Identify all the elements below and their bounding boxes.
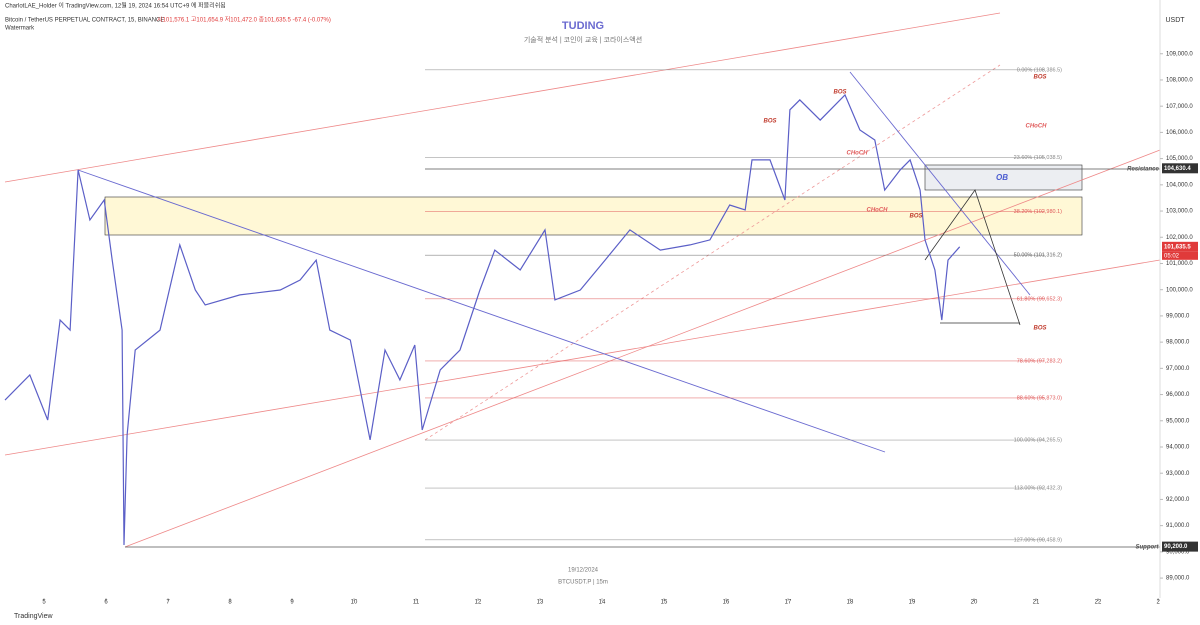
x-tick-label: 17 <box>785 600 792 606</box>
ticker: BTCUSDT.P | 15m <box>558 580 608 586</box>
x-tick-label: 11 <box>413 600 420 606</box>
price-tag <box>1162 241 1198 252</box>
annotation: CHoCH <box>867 208 889 214</box>
y-tick-label: 89,000.0 <box>1166 576 1190 582</box>
annotation: OB <box>996 173 1008 182</box>
fib-label: 100.00% (94,265.5) <box>1014 437 1062 443</box>
y-tick-label: 97,000.0 <box>1166 366 1190 372</box>
x-tick-label: 13 <box>537 600 544 606</box>
y-tick-label: 106,000.0 <box>1166 130 1193 136</box>
supply-zone <box>104 196 1083 236</box>
price-tag-label: 104,630.4 <box>1164 166 1191 172</box>
annotation: BOS <box>833 90 846 96</box>
trend-line <box>77 169 886 453</box>
fib-label: 78.60% (97,283.2) <box>1017 358 1062 364</box>
annotation: Support <box>1136 545 1160 551</box>
countdown-bg <box>1162 251 1198 260</box>
brand: TradingView <box>14 613 53 620</box>
x-tick-label: 5 <box>42 600 46 606</box>
x-tick-label: 7 <box>166 600 170 606</box>
x-tick-label: 21 <box>1033 600 1040 606</box>
fib-label: 61.80% (99,652.3) <box>1017 296 1062 302</box>
annotation: BOS <box>909 214 922 220</box>
y-tick-label: 107,000.0 <box>1166 104 1193 110</box>
currency: USDT <box>1165 17 1185 24</box>
x-tick-label: 10 <box>351 600 358 606</box>
fib-label: 38.20% (102,980.1) <box>1014 209 1062 215</box>
fib-label: 88.60% (95,873.0) <box>1017 395 1062 401</box>
annotation: CHoCH <box>847 151 869 157</box>
y-tick-label: 95,000.0 <box>1166 418 1190 424</box>
price-line <box>4 93 961 546</box>
y-tick-label: 96,000.0 <box>1166 392 1190 398</box>
x-tick-label: 15 <box>661 600 668 606</box>
x-tick-label: 22 <box>1095 600 1102 606</box>
fib-label: 23.60% (105,038.5) <box>1014 155 1062 161</box>
y-tick-label: 91,000.0 <box>1166 523 1190 529</box>
x-tick-label: 6 <box>104 600 108 606</box>
trend-line <box>849 71 1031 296</box>
annotation: Resistance <box>1127 167 1159 173</box>
annotation: BOS <box>1033 75 1046 81</box>
countdown: 05:02 <box>1164 253 1180 259</box>
x-tick-label: 12 <box>475 600 482 606</box>
y-tick-label: 98,000.0 <box>1166 340 1190 346</box>
projection-path <box>924 189 1021 326</box>
y-tick-label: 100,000.0 <box>1166 287 1193 293</box>
fib-label: 0.00% (108,386.5) <box>1017 67 1062 73</box>
header: CharlotLAE_Holder 이 TradingView.com, 12월… <box>5 2 226 10</box>
trend-line <box>4 12 1001 183</box>
annotation: CHoCH <box>1026 124 1048 130</box>
y-tick-label: 104,000.0 <box>1166 182 1193 188</box>
x-tick-label: 19 <box>909 600 916 606</box>
x-tick-label: 20 <box>971 600 978 606</box>
price-tag-label: 90,200.0 <box>1164 544 1188 550</box>
y-tick-label: 93,000.0 <box>1166 471 1190 477</box>
fib-label: 50.00% (101,316.2) <box>1014 253 1062 259</box>
y-tick-label: 94,000.0 <box>1166 445 1190 451</box>
x-tick-label: 16 <box>723 600 730 606</box>
y-tick-label: 109,000.0 <box>1166 51 1193 57</box>
trend-line <box>124 149 1161 548</box>
trend-line <box>4 259 1161 456</box>
ohlc: 시101,576.1 고101,654.9 저101,472.0 종101,63… <box>157 16 331 24</box>
watermark: Watermark <box>5 26 35 32</box>
annotation: BOS <box>1033 326 1046 332</box>
date: 19/12/2024 <box>568 568 599 574</box>
y-tick-label: 108,000.0 <box>1166 78 1193 84</box>
y-tick-label: 90,000.0 <box>1166 549 1190 555</box>
subtitle: 기술적 분석 | 코인이 교육 | 코라이스액션 <box>524 35 642 44</box>
price-tag-label: 101,635.5 <box>1164 244 1191 250</box>
x-tick-label: 2 <box>1156 600 1160 606</box>
annotation: BOS <box>763 119 776 125</box>
y-tick-label: 92,000.0 <box>1166 497 1190 503</box>
x-tick-label: 14 <box>599 600 606 606</box>
y-tick-label: 101,000.0 <box>1166 261 1193 267</box>
y-tick-label: 99,000.0 <box>1166 313 1190 319</box>
x-tick-label: 9 <box>290 600 294 606</box>
y-tick-label: 102,000.0 <box>1166 235 1193 241</box>
title: TUDING <box>562 20 604 32</box>
y-tick-label: 103,000.0 <box>1166 209 1193 215</box>
fib-label: 113.00% (92,432.3) <box>1014 486 1062 492</box>
symbol-line: Bitcoin / TetherUS PERPETUAL CONTRACT, 1… <box>5 18 164 24</box>
x-tick-label: 8 <box>228 600 232 606</box>
y-tick-label: 105,000.0 <box>1166 156 1193 162</box>
trend-line <box>424 64 1001 441</box>
fib-label: 127.00% (90,458.9) <box>1014 537 1062 543</box>
price-tag <box>1162 163 1198 174</box>
price-tag <box>1162 541 1198 552</box>
x-tick-label: 18 <box>847 600 854 606</box>
